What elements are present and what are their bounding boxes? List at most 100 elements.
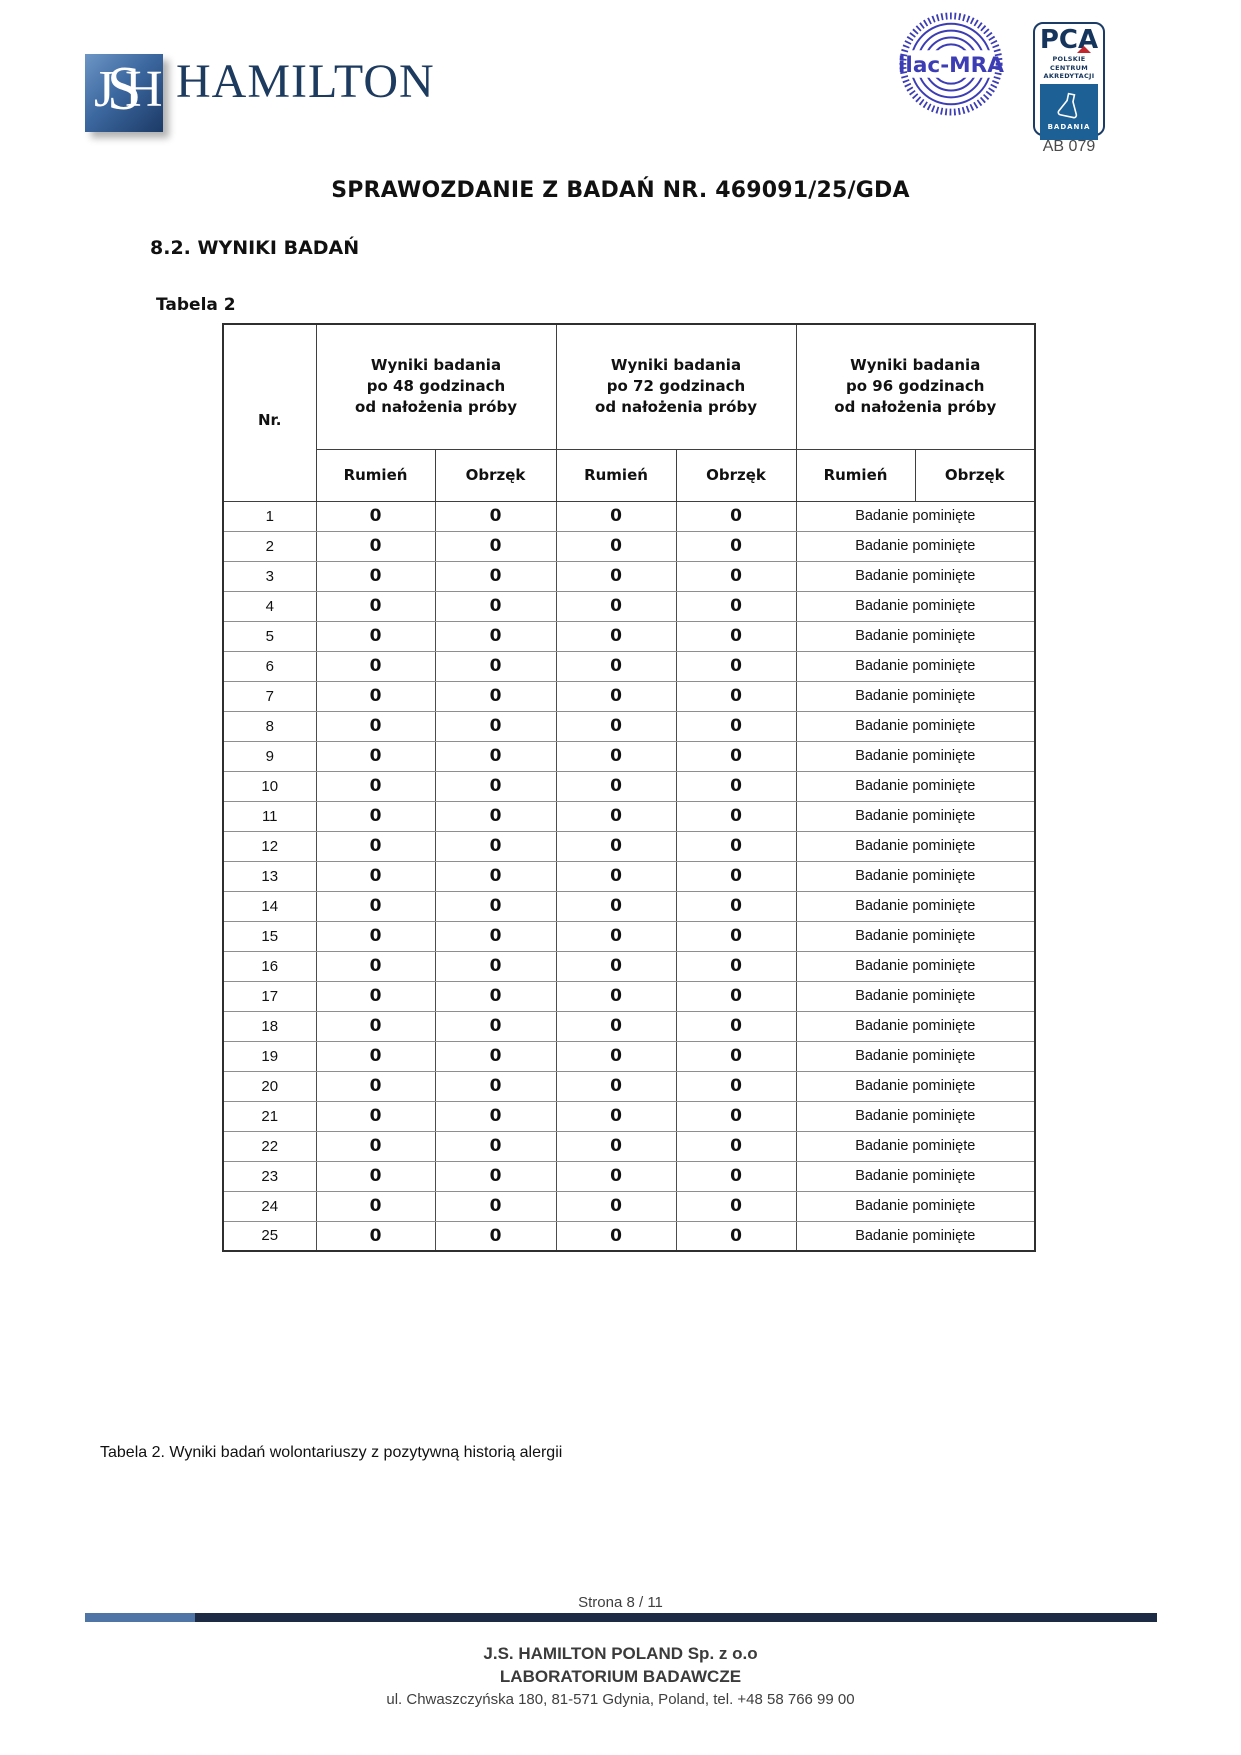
obrzek-48h-value: 0 [434,1040,557,1072]
row-number: 13 [222,860,317,892]
skipped-test-cell: Badanie pominięte [795,920,1036,952]
jsh-letter-j: J [94,61,115,118]
skipped-test-cell: Badanie pominięte [795,1190,1036,1222]
table-row: 17 0 0 0 0 Badanie pominięte [222,980,1036,1012]
footer-lab: LABORATORIUM BADAWCZE [499,1667,742,1686]
obrzek-48h-value: 0 [434,800,557,832]
rumien-72h-value: 0 [555,1160,677,1192]
obrzek-72h-value: 0 [675,830,797,862]
obrzek-48h-value: 0 [434,1130,557,1162]
table-row: 24 0 0 0 0 Badanie pominięte [222,1190,1036,1222]
rumien-48h-value: 0 [315,860,436,892]
rumien-72h-value: 0 [555,980,677,1012]
obrzek-48h-value: 0 [434,860,557,892]
col-header-96h: Wyniki badania po 96 godzinach od nałoże… [795,323,1036,450]
row-number: 8 [222,710,317,742]
row-number: 22 [222,1130,317,1162]
row-number: 7 [222,680,317,712]
table-row: 21 0 0 0 0 Badanie pominięte [222,1100,1036,1132]
table-row: 16 0 0 0 0 Badanie pominięte [222,950,1036,982]
obrzek-48h-value: 0 [434,830,557,862]
obrzek-48h-value: 0 [434,530,557,562]
table-row: 13 0 0 0 0 Badanie pominięte [222,860,1036,892]
flask-icon [1057,92,1078,119]
obrzek-72h-value: 0 [675,1220,797,1252]
row-number: 18 [222,1010,317,1042]
rumien-72h-value: 0 [555,1100,677,1132]
rumien-72h-value: 0 [555,1070,677,1102]
section-heading: 8.2. WYNIKI BADAŃ [150,237,360,259]
table-row: 2 0 0 0 0 Badanie pominięte [222,530,1036,562]
rumien-48h-value: 0 [315,1010,436,1042]
obrzek-72h-value: 0 [675,740,797,772]
row-number: 19 [222,1040,317,1072]
table-row: 22 0 0 0 0 Badanie pominięte [222,1130,1036,1162]
pca-org-name: POLSKIE CENTRUM AKREDYTACJI [1043,55,1095,81]
rumien-72h-value: 0 [555,530,677,562]
rumien-72h-value: 0 [555,650,677,682]
obrzek-72h-value: 0 [675,860,797,892]
obrzek-72h-value: 0 [675,1010,797,1042]
obrzek-72h-value: 0 [675,680,797,712]
obrzek-72h-value: 0 [675,1190,797,1222]
skipped-test-cell: Badanie pominięte [795,830,1036,862]
skipped-test-cell: Badanie pominięte [795,1070,1036,1102]
footer-company: J.S. HAMILTON POLAND Sp. z o.o [483,1644,758,1663]
rumien-48h-value: 0 [315,650,436,682]
rumien-72h-value: 0 [555,1190,677,1222]
obrzek-72h-value: 0 [675,1100,797,1132]
skipped-test-cell: Badanie pominięte [795,1220,1036,1252]
skipped-test-cell: Badanie pominięte [795,620,1036,652]
brand-name: HAMILTON [176,55,435,108]
row-number: 14 [222,890,317,922]
obrzek-48h-value: 0 [434,1160,557,1192]
page-number: Strona 8 / 11 [578,1594,663,1611]
obrzek-48h-value: 0 [434,650,557,682]
rumien-72h-value: 0 [555,500,677,532]
rumien-72h-value: 0 [555,1130,677,1162]
table-row: 7 0 0 0 0 Badanie pominięte [222,680,1036,712]
rumien-48h-value: 0 [315,1100,436,1132]
row-number: 2 [222,530,317,562]
table-body: 1 0 0 0 0 Badanie pominięte 2 0 0 0 0 Ba… [222,500,1036,1252]
rumien-48h-value: 0 [315,710,436,742]
skipped-test-cell: Badanie pominięte [795,590,1036,622]
jsh-letter-h: H [125,61,163,118]
table-caption: Tabela 2. Wyniki badań wolontariuszy z p… [100,1444,563,1461]
table-row: 10 0 0 0 0 Badanie pominięte [222,770,1036,802]
col-header-nr: Nr. [222,323,317,502]
table-row: 5 0 0 0 0 Badanie pominięte [222,620,1036,652]
table-row: 9 0 0 0 0 Badanie pominięte [222,740,1036,772]
row-number: 15 [222,920,317,952]
skipped-test-cell: Badanie pominięte [795,980,1036,1012]
table-row: 19 0 0 0 0 Badanie pominięte [222,1040,1036,1072]
rumien-48h-value: 0 [315,890,436,922]
rumien-72h-value: 0 [555,740,677,772]
skipped-test-cell: Badanie pominięte [795,650,1036,682]
rumien-48h-value: 0 [315,1160,436,1192]
obrzek-48h-value: 0 [434,1190,557,1222]
rumien-72h-value: 0 [555,1220,677,1252]
rumien-72h-value: 0 [555,590,677,622]
row-number: 3 [222,560,317,592]
obrzek-72h-value: 0 [675,1160,797,1192]
jsh-logo: J S H [85,54,163,132]
row-number: 20 [222,1070,317,1102]
footer-address: ul. Chwaszczyńska 180, 81-571 Gdynia, Po… [386,1691,855,1708]
table-row: 11 0 0 0 0 Badanie pominięte [222,800,1036,832]
rumien-72h-value: 0 [555,710,677,742]
obrzek-72h-value: 0 [675,590,797,622]
pca-badania-label: BADANIA [1047,123,1091,132]
col-header-obrzek-48h: Obrzęk [434,448,557,502]
obrzek-48h-value: 0 [434,740,557,772]
row-number: 11 [222,800,317,832]
report-title: SPRAWOZDANIE Z BADAŃ NR. 469091/25/GDA [331,178,910,203]
row-number: 6 [222,650,317,682]
rumien-72h-value: 0 [555,920,677,952]
obrzek-72h-value: 0 [675,530,797,562]
rumien-72h-value: 0 [555,1010,677,1042]
obrzek-48h-value: 0 [434,560,557,592]
obrzek-48h-value: 0 [434,590,557,622]
table-row: 18 0 0 0 0 Badanie pominięte [222,1010,1036,1042]
